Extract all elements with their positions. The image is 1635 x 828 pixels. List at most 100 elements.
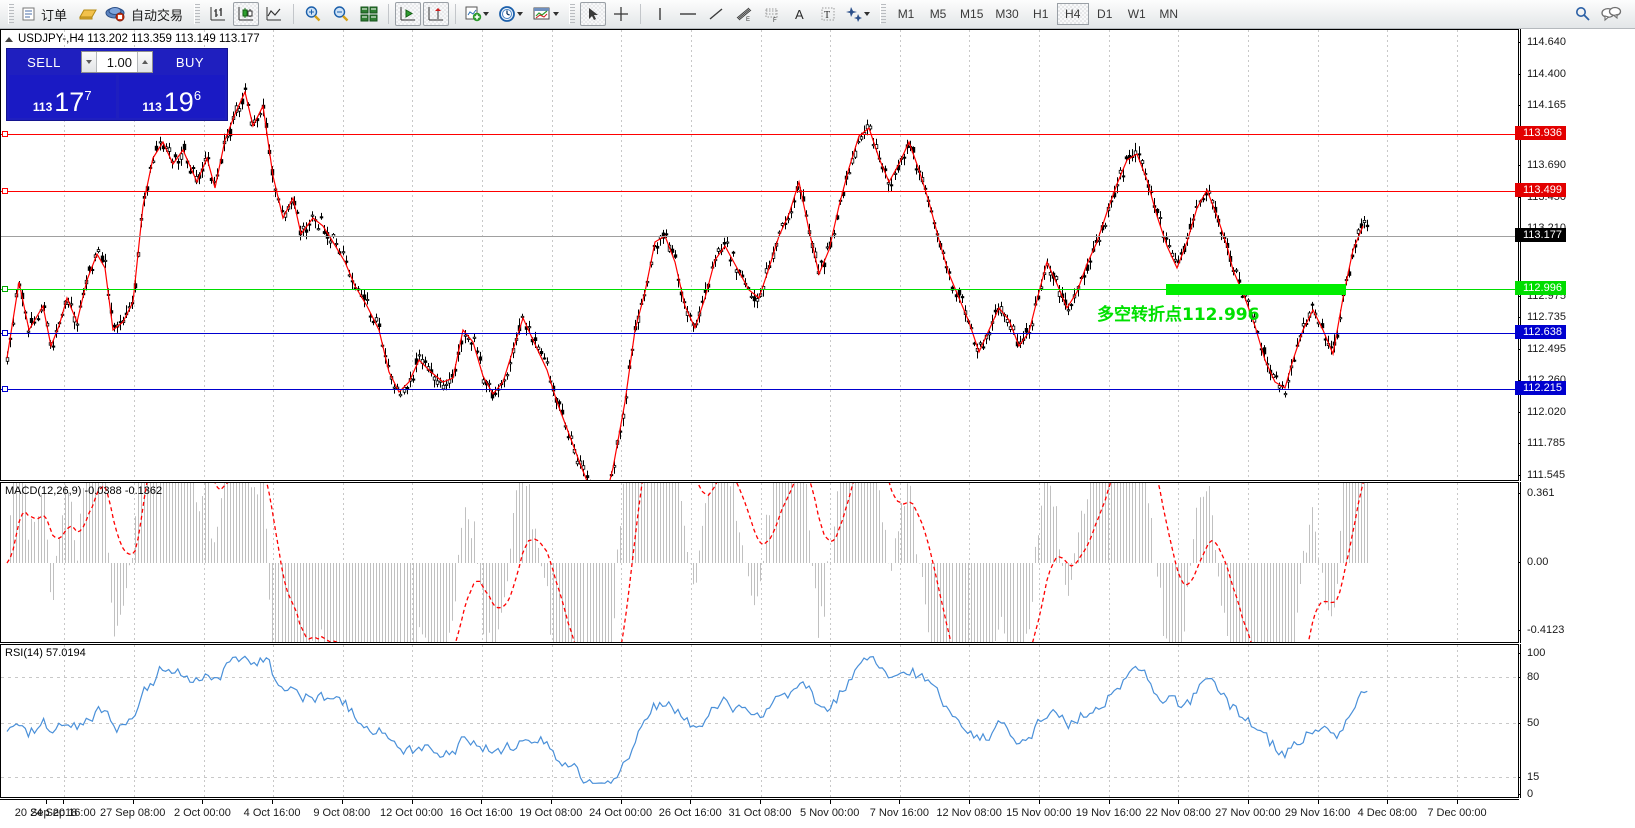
line-chart-icon	[266, 7, 282, 21]
timeframe-w1[interactable]: W1	[1127, 7, 1146, 21]
bar-chart-button[interactable]	[205, 2, 231, 26]
vgrid	[900, 483, 901, 642]
crosshair-tool[interactable]	[608, 2, 634, 26]
trendline-tool[interactable]	[703, 2, 729, 26]
objects-dropdown-caret[interactable]	[864, 12, 871, 16]
level-handle[interactable]	[2, 131, 8, 137]
pivot-level-line[interactable]	[1, 286, 1518, 292]
templates-dropdown-caret[interactable]	[553, 12, 560, 16]
chart-area[interactable]: 多空转折点112.996 USDJPY-,H4 113.202 113.359 …	[0, 29, 1635, 828]
auto-trading-button[interactable]: 自动交易	[102, 2, 190, 26]
level-handle[interactable]	[2, 286, 8, 292]
price-tick: 113.690	[1518, 159, 1566, 171]
indicators-dropdown-caret[interactable]	[483, 12, 490, 16]
time-axis[interactable]: 20 Sep 2018 24 Sep 16:00 27 Sep 08:00 2 Oct…	[0, 799, 1519, 828]
indicators-button[interactable]	[461, 2, 495, 26]
timeframe-m15[interactable]: M15	[960, 7, 984, 21]
rsi-label: RSI(14) 57.0194	[5, 647, 86, 659]
toolbar-grip-3[interactable]	[569, 4, 576, 24]
order-button[interactable]: 订单	[18, 2, 74, 26]
zoom-out-button[interactable]	[328, 2, 354, 26]
label-tool[interactable]: T	[815, 2, 841, 26]
price-tick: 111.785	[1517, 437, 1565, 449]
vgrid	[273, 483, 274, 642]
price-pane[interactable]: 多空转折点112.996 USDJPY-,H4 113.202 113.359 …	[0, 29, 1519, 481]
volume-stepper[interactable]: 1.00	[81, 51, 153, 73]
resistance-level-2-line[interactable]	[1, 188, 1518, 194]
toolbar-grip-4[interactable]	[880, 4, 887, 24]
tile-windows-button[interactable]	[356, 2, 382, 26]
vgrid	[1109, 30, 1110, 480]
time-axis-label: 15 Nov 00:00	[1006, 807, 1072, 819]
support-level-1-badge[interactable]: 112.638	[1515, 325, 1566, 339]
zoom-in-button[interactable]	[300, 2, 326, 26]
line-chart-button[interactable]	[261, 2, 287, 26]
horizontal-line-tool[interactable]	[675, 2, 701, 26]
chat-icon	[1601, 6, 1622, 22]
vertical-line-tool[interactable]	[647, 2, 673, 26]
macd-pane[interactable]: MACD(12,26,9) -0.0388 -0.1362	[0, 482, 1519, 643]
timeframe-h1[interactable]: H1	[1033, 7, 1049, 21]
text-tool[interactable]: A	[787, 2, 813, 26]
vgrid	[1178, 483, 1179, 642]
chat-button[interactable]	[1598, 2, 1624, 26]
fibonacci-tool[interactable]: F	[759, 2, 785, 26]
expert-advisor-button[interactable]	[74, 2, 102, 26]
period-dropdown-caret[interactable]	[517, 12, 524, 16]
equidistant-channel-tool[interactable]: E	[731, 2, 757, 26]
rsi-tick: 0	[1517, 788, 1533, 800]
resistance-level-1-badge[interactable]: 113.936	[1515, 126, 1566, 140]
timeframe-m5[interactable]: M5	[929, 7, 947, 21]
trendline-icon	[709, 8, 723, 20]
vgrid	[134, 645, 135, 797]
period-button[interactable]	[495, 2, 529, 26]
support-level-1-line[interactable]	[1, 330, 1518, 336]
clock-icon	[499, 6, 515, 22]
add-indicator-icon	[465, 6, 482, 22]
volume-value[interactable]: 1.00	[97, 52, 137, 72]
vgrid	[1109, 645, 1110, 797]
chart-shift-button[interactable]	[423, 2, 450, 26]
toolbar-grip-2[interactable]	[194, 4, 201, 24]
timeframe-m1[interactable]: M1	[897, 7, 915, 21]
price-tick: 112.020	[1518, 406, 1566, 418]
auto-scroll-button[interactable]	[395, 2, 422, 26]
support-level-2-line[interactable]	[1, 386, 1518, 392]
support-level-2-badge[interactable]: 112.215	[1515, 381, 1566, 395]
sell-button[interactable]: 113 17 7	[9, 75, 116, 118]
level-handle[interactable]	[2, 386, 8, 392]
toolbar-grip[interactable]	[8, 4, 14, 24]
vgrid	[482, 483, 483, 642]
volume-decrease-button[interactable]	[82, 52, 97, 72]
objects-tool[interactable]	[842, 2, 876, 26]
level-handle[interactable]	[2, 188, 8, 194]
level-handle[interactable]	[2, 330, 8, 336]
pivot-zone-rectangle[interactable]	[1166, 284, 1346, 295]
search-button[interactable]	[1570, 2, 1596, 26]
time-tick	[1317, 800, 1319, 804]
collapse-arrow-icon[interactable]	[5, 36, 13, 42]
resistance-level-1-line[interactable]	[1, 131, 1518, 137]
volume-increase-button[interactable]	[137, 52, 152, 72]
toolbar-separator-4	[640, 4, 642, 24]
resistance-level-2-badge[interactable]: 113.499	[1515, 183, 1566, 197]
timeframe-mn[interactable]: MN	[1159, 7, 1179, 21]
one-click-trading-panel[interactable]: SELL 1.00 BUY 113 17 7 113	[6, 48, 228, 121]
candlesticks	[5, 83, 1370, 480]
timeframe-m30[interactable]: M30	[995, 7, 1019, 21]
auto-trading-icon	[105, 7, 125, 22]
vgrid	[552, 30, 553, 480]
candlestick-chart-button[interactable]	[233, 2, 260, 26]
time-axis-label: 29 Nov 16:00	[1284, 807, 1351, 819]
price-axis[interactable]: 114.640 114.400 114.165 113.690 113.450 …	[1515, 29, 1635, 481]
cursor-tool[interactable]	[580, 2, 607, 26]
time-tick	[620, 800, 622, 804]
templates-button[interactable]	[529, 2, 565, 26]
rsi-pane[interactable]: RSI(14) 57.0194	[0, 644, 1519, 798]
buy-button[interactable]: 113 19 6	[118, 75, 225, 118]
timeframe-h4[interactable]: H4	[1056, 3, 1089, 25]
macd-tick: 0.00	[1517, 556, 1548, 568]
timeframe-d1[interactable]: D1	[1097, 7, 1113, 21]
pivot-level-badge[interactable]: 112.996	[1515, 281, 1566, 295]
